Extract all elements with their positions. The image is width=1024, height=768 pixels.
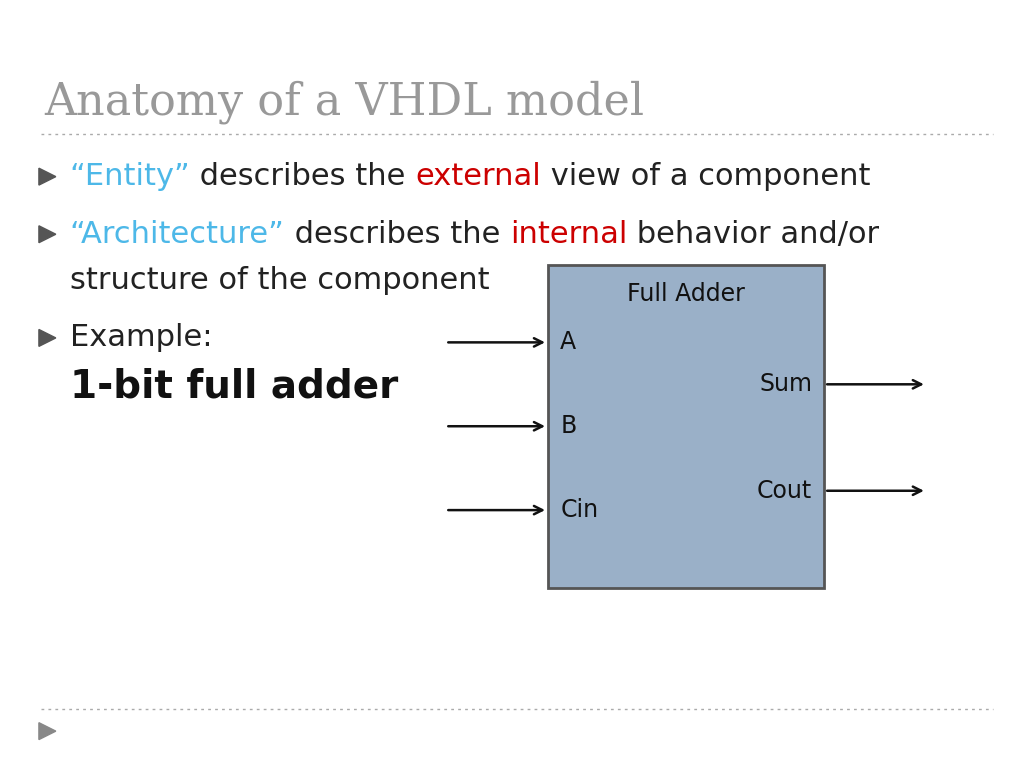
Text: Anatomy of a VHDL model: Anatomy of a VHDL model — [44, 81, 644, 124]
Text: “Entity”: “Entity” — [70, 162, 190, 191]
Bar — [548, 265, 824, 588]
Polygon shape — [39, 168, 55, 185]
Text: structure of the component: structure of the component — [70, 266, 489, 295]
Text: external: external — [416, 162, 542, 191]
Text: Cin: Cin — [560, 498, 598, 522]
Polygon shape — [39, 226, 55, 243]
Text: behavior and/or: behavior and/or — [627, 220, 880, 249]
Text: describes the: describes the — [190, 162, 416, 191]
Text: Cout: Cout — [757, 478, 812, 503]
Text: “Architecture”: “Architecture” — [70, 220, 285, 249]
Text: Sum: Sum — [759, 372, 812, 396]
Text: Example:: Example: — [70, 323, 212, 353]
Text: B: B — [560, 414, 577, 439]
Polygon shape — [39, 723, 55, 740]
Text: A: A — [560, 330, 577, 354]
Text: internal: internal — [510, 220, 627, 249]
Text: view of a component: view of a component — [542, 162, 870, 191]
Text: Full Adder: Full Adder — [627, 282, 745, 306]
Text: describes the: describes the — [285, 220, 510, 249]
Text: 1-bit full adder: 1-bit full adder — [70, 367, 398, 406]
Polygon shape — [39, 329, 55, 346]
